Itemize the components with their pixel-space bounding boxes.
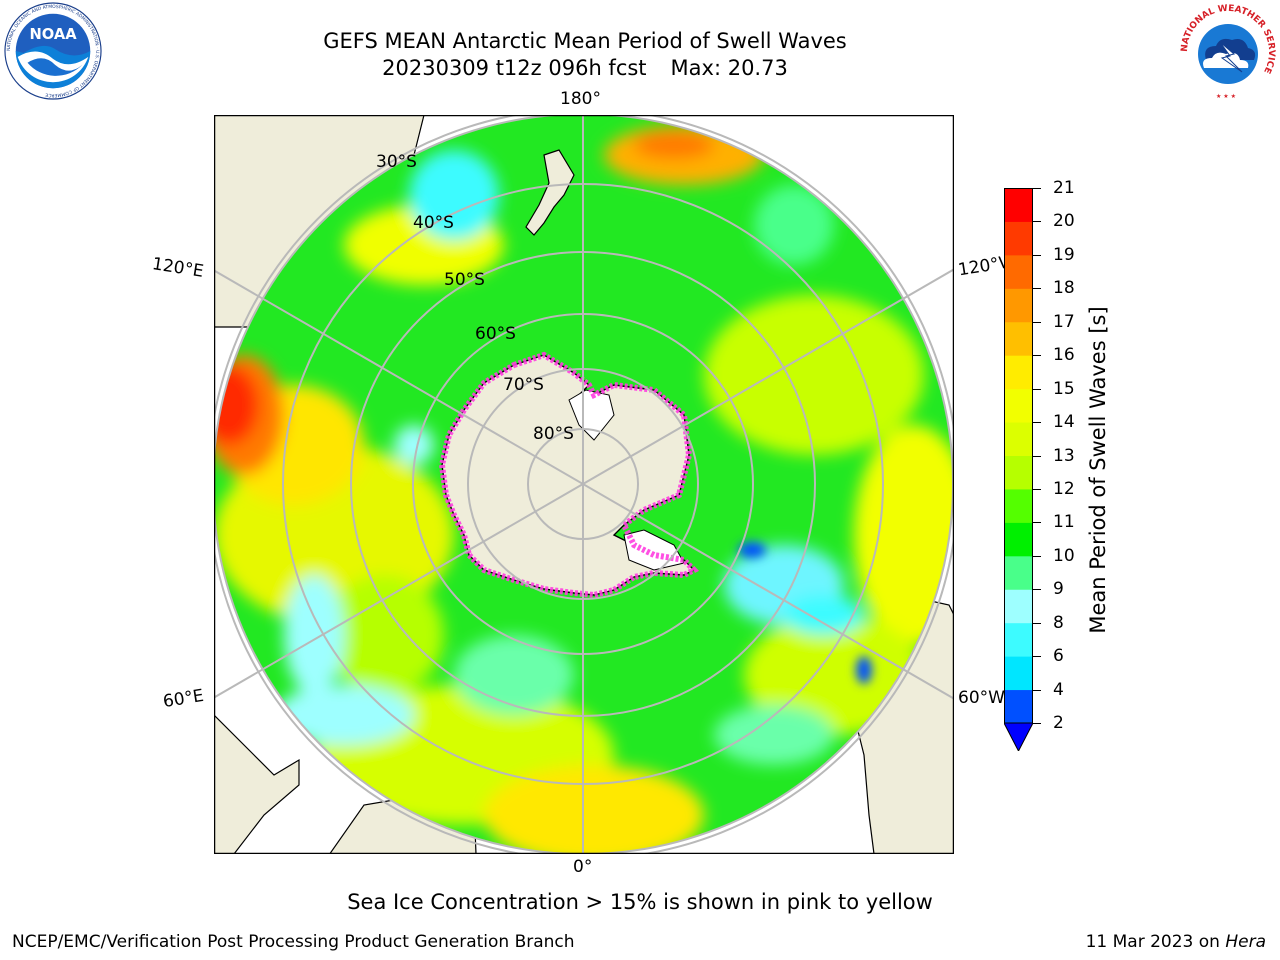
- forecast-date: 20230309 t12z 096h fcst: [382, 56, 647, 80]
- colorbar-tick-mark: [1033, 388, 1041, 390]
- lon-label-120e: 120°E: [150, 254, 205, 282]
- colorbar-segment: [1004, 522, 1033, 557]
- noaa-logo: NOAA NATIONAL OCEANIC AND ATMOSPHERIC AD…: [4, 2, 102, 100]
- colorbar-tick-mark: [1033, 522, 1041, 524]
- lon-label-0: 0°: [573, 857, 593, 877]
- colorbar-segment: [1004, 355, 1033, 390]
- colorbar-segment: [1004, 622, 1033, 657]
- colorbar-segment: [1004, 188, 1033, 222]
- colorbar-frame: [1004, 188, 1033, 724]
- colorbar-tick-label: 6: [1053, 646, 1064, 667]
- colorbar-segment: [1004, 254, 1033, 289]
- colorbar-segment: [1004, 488, 1033, 523]
- colorbar-tick-mark: [1033, 422, 1041, 424]
- colorbar-tick-mark: [1033, 221, 1041, 223]
- colorbar-segment: [1004, 288, 1033, 323]
- colorbar-segment: [1004, 689, 1033, 724]
- colorbar-tick-label: 10: [1053, 545, 1075, 566]
- footer-machine: Hera: [1225, 932, 1266, 952]
- nws-logo: NATIONAL WEATHER SERVICE ★ ★ ★: [1180, 4, 1276, 100]
- colorbar-tick-mark: [1033, 689, 1041, 691]
- colorbar-segment: [1004, 388, 1033, 423]
- new-zealand: [525, 149, 575, 236]
- lat-label-60s: 60°S: [475, 324, 516, 344]
- colorbar-tick-mark: [1033, 254, 1041, 256]
- lat-label-30s: 30°S: [376, 152, 417, 172]
- colorbar-extend-arrow: [1004, 722, 1033, 751]
- colorbar-tick-mark: [1033, 622, 1041, 624]
- colorbar-tick-label: 16: [1053, 345, 1075, 366]
- colorbar-tick-label: 2: [1053, 713, 1064, 733]
- footer-date-text: 11 Mar 2023 on: [1085, 932, 1220, 952]
- colorbar-segment: [1004, 455, 1033, 490]
- colorbar-tick-label: 14: [1053, 412, 1075, 433]
- lon-label-180: 180°: [560, 89, 601, 109]
- polar-map: [214, 115, 954, 854]
- colorbar-segment: [1004, 555, 1033, 590]
- colorbar-tick-mark: [1033, 555, 1041, 557]
- lon-label-60e: 60°E: [161, 685, 206, 713]
- colorbar-segment: [1004, 221, 1033, 256]
- colorbar-tick-label: 18: [1053, 278, 1075, 299]
- lat-label-50s: 50°S: [444, 270, 485, 290]
- lat-label-40s: 40°S: [413, 213, 454, 233]
- colorbar-label: Mean Period of Swell Waves [s]: [1086, 306, 1110, 634]
- colorbar-segment: [1004, 589, 1033, 624]
- lon-label-60w: 60°W: [958, 688, 1005, 708]
- colorbar-tick-mark: [1033, 288, 1041, 290]
- colorbar-tick-label: 15: [1053, 378, 1075, 399]
- colorbar-tick-mark: [1033, 355, 1041, 357]
- chart-subtitle: 20230309 t12z 096h fcst Max: 20.73: [210, 55, 960, 81]
- footer-date: 11 Mar 2023 on Hera: [1086, 932, 1266, 952]
- colorbar-tick-label: 13: [1053, 445, 1075, 466]
- colorbar-tick-label: 12: [1053, 478, 1075, 499]
- chart-title: GEFS MEAN Antarctic Mean Period of Swell…: [323, 29, 847, 53]
- colorbar-tick-label: 4: [1053, 679, 1064, 700]
- lat-label-80s: 80°S: [533, 424, 574, 444]
- colorbar-tick-mark: [1033, 723, 1041, 724]
- colorbar-tick-mark: [1033, 321, 1041, 323]
- sea-ice-note: Sea Ice Concentration > 15% is shown in …: [347, 890, 933, 914]
- colorbar-segment: [1004, 656, 1033, 691]
- colorbar-tick-mark: [1033, 188, 1041, 189]
- colorbar-tick-label: 9: [1053, 579, 1064, 600]
- colorbar-tick-mark: [1033, 656, 1041, 658]
- lat-label-70s: 70°S: [503, 375, 544, 395]
- noaa-logo-text: NOAA: [29, 26, 77, 43]
- graticule: [214, 115, 954, 854]
- colorbar-tick-mark: [1033, 589, 1041, 591]
- colorbar-tick-label: 21: [1053, 178, 1075, 198]
- colorbar-tick-mark: [1033, 488, 1041, 490]
- colorbar: [1004, 188, 1033, 751]
- svg-text:★ ★ ★: ★ ★ ★: [1216, 93, 1236, 100]
- colorbar-tick-label: 20: [1053, 211, 1075, 232]
- max-value: Max: 20.73: [670, 56, 788, 80]
- colorbar-tick-label: 8: [1053, 612, 1064, 633]
- colorbar-tick-label: 19: [1053, 244, 1075, 265]
- colorbar-tick-label: 17: [1053, 311, 1075, 332]
- colorbar-segment: [1004, 422, 1033, 456]
- colorbar-segment: [1004, 321, 1033, 356]
- footer-branch: NCEP/EMC/Verification Post Processing Pr…: [12, 932, 575, 952]
- colorbar-tick-mark: [1033, 455, 1041, 457]
- colorbar-tick-label: 11: [1053, 512, 1075, 533]
